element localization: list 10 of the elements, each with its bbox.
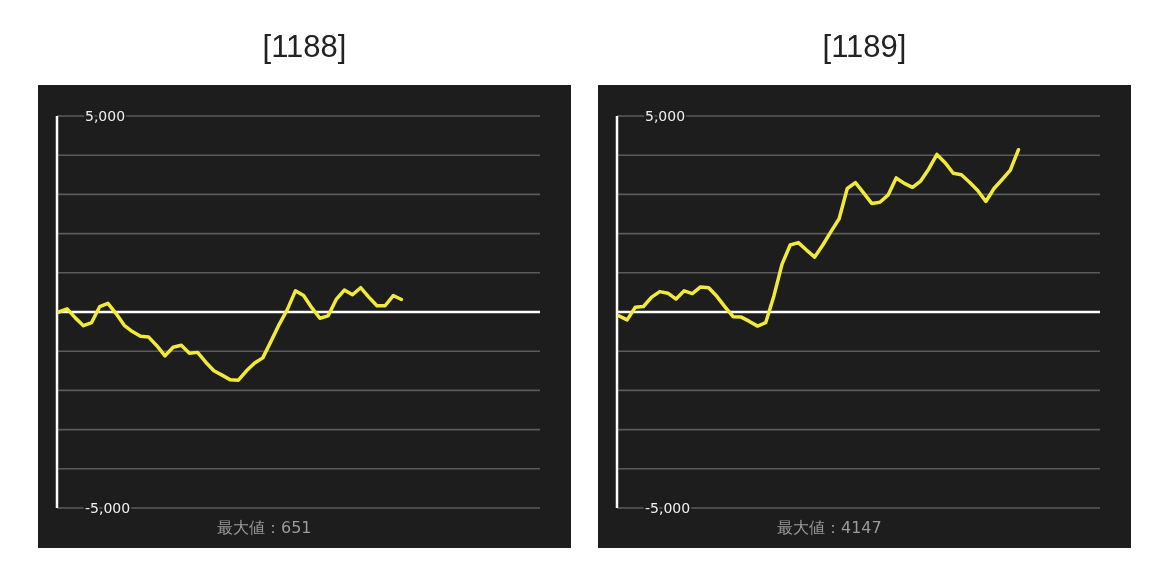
line-series	[617, 147, 1021, 328]
text: 最大値：651	[217, 518, 312, 537]
y-tick-label: 5,000	[645, 108, 686, 124]
chart-title: [1188]	[262, 29, 347, 64]
y-tick-label: -5,000	[645, 500, 691, 516]
y-tick-label: 5,000	[85, 108, 126, 124]
text: 最大値：4147	[777, 518, 882, 537]
line-series	[57, 285, 404, 382]
y-tick-label: -5,000	[85, 500, 131, 516]
chart-title: [1189]	[822, 29, 907, 64]
